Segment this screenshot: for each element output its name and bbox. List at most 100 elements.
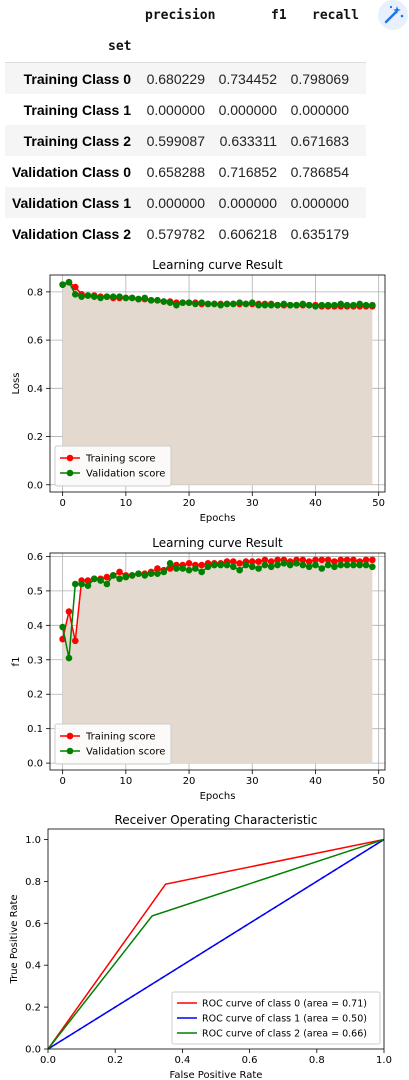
y-axis-label: Loss — [11, 373, 22, 395]
data-point-validation — [230, 563, 237, 571]
data-point-validation — [305, 301, 313, 309]
x-tick-label: 10 — [119, 776, 132, 787]
col-header-precision: precision — [145, 8, 216, 23]
x-tick-label: 0.6 — [242, 1055, 258, 1066]
cell-recall: 0.671683 — [290, 132, 349, 149]
data-point-training — [84, 577, 92, 584]
data-point-validation — [350, 301, 357, 309]
cell-precision: 0.579782 — [146, 225, 205, 242]
data-point-validation — [362, 301, 370, 309]
data-point-validation — [141, 572, 149, 579]
data-point-validation — [173, 301, 180, 309]
data-point-validation — [71, 290, 79, 298]
data-point-validation — [166, 560, 174, 567]
x-tick-label: 0.8 — [309, 1055, 325, 1066]
data-point-training — [248, 558, 256, 565]
data-point-validation — [192, 565, 199, 572]
y-tick-label: 0.2 — [27, 432, 43, 443]
data-point-validation — [280, 300, 288, 308]
y-tick-label: 0.0 — [27, 759, 43, 770]
x-tick-label: 0 — [59, 776, 65, 787]
data-point-validation — [286, 561, 294, 569]
data-point-validation — [65, 654, 73, 662]
data-point-validation — [217, 301, 224, 309]
y-tick-label: 1.0 — [25, 835, 41, 846]
data-point-training — [103, 573, 111, 581]
x-axis-label: False Positive Rate — [170, 1070, 263, 1080]
data-point-validation — [299, 300, 307, 308]
legend-label: ROC curve of class 0 (area = 0.71) — [202, 999, 367, 1010]
area-fill — [62, 559, 373, 764]
plot-frame — [47, 828, 385, 1050]
data-point-validation — [255, 301, 262, 309]
data-point-training — [274, 556, 281, 564]
data-point-validation — [179, 299, 187, 307]
x-tick-label: 10 — [119, 498, 132, 509]
x-tick-label: 1.0 — [376, 1055, 392, 1066]
data-point-validation — [331, 301, 338, 309]
data-point-training — [350, 556, 357, 564]
data-point-validation — [141, 294, 149, 302]
data-point-validation — [147, 570, 155, 577]
data-point-validation — [261, 301, 269, 309]
cell-recall: 0.635179 — [290, 225, 349, 242]
data-point-validation — [343, 301, 351, 309]
data-point-validation — [192, 300, 199, 308]
cell-recall: 0.000000 — [290, 101, 349, 118]
legend-label: Training score — [85, 732, 156, 743]
row-label: Validation Class 1 — [11, 194, 131, 211]
legend-label: ROC curve of class 2 (area = 0.66) — [202, 1029, 367, 1040]
table-body: Training Class 0 0.680229 0.734452 0.798069… — [5, 63, 366, 249]
data-point-training — [71, 637, 79, 645]
chart-title: Receiver Operating Characteristic — [114, 813, 317, 827]
data-point-validation — [236, 299, 243, 307]
data-point-validation — [223, 561, 231, 569]
plot-frame — [49, 552, 386, 771]
data-point-training — [65, 608, 73, 615]
table-row: Validation Class 0 0.658288 0.716852 0.7868… — [5, 156, 366, 187]
legend-swatch-marker — [66, 469, 74, 477]
y-tick-label: 0.8 — [27, 287, 43, 298]
cell-precision: 0.000000 — [146, 101, 205, 118]
row-label: Training Class 2 — [23, 132, 131, 149]
magic-wand-button[interactable] — [378, 0, 408, 30]
y-axis-label: f1 — [11, 657, 22, 667]
data-point-training — [166, 565, 174, 572]
legend-box — [54, 445, 172, 487]
data-point-training — [312, 556, 319, 564]
data-point-training — [154, 565, 161, 572]
data-point-training — [362, 556, 370, 564]
data-point-validation — [248, 563, 256, 571]
y-tick-label: 0.4 — [27, 621, 43, 632]
data-point-validation — [160, 298, 168, 305]
data-point-validation — [78, 293, 85, 300]
data-point-validation — [350, 561, 357, 569]
magic-wand-icon — [384, 5, 404, 24]
data-point-validation — [179, 565, 187, 572]
y-tick-label: 0.8 — [25, 877, 41, 888]
data-point-training — [185, 560, 193, 567]
y-tick-label: 0.4 — [27, 384, 43, 395]
data-point-training — [331, 558, 338, 565]
legend-swatch-marker — [66, 747, 74, 755]
data-point-validation — [230, 300, 237, 308]
cell-f1: 0.716852 — [218, 163, 277, 180]
data-point-validation — [185, 566, 193, 574]
data-point-validation — [204, 563, 212, 571]
data-point-validation — [166, 299, 174, 307]
cell-precision: 0.658288 — [146, 163, 205, 180]
roc-curve-class-0 — [47, 838, 385, 1050]
data-point-validation — [116, 293, 123, 300]
plot-frame — [49, 274, 386, 493]
data-point-validation — [109, 293, 117, 300]
data-point-training — [261, 556, 269, 564]
roc-curve-class-2 — [47, 838, 385, 1050]
data-point-validation — [331, 563, 338, 571]
data-point-validation — [293, 560, 300, 567]
x-tick-label: 20 — [183, 776, 196, 787]
y-tick-label: 0.0 — [25, 1045, 41, 1056]
data-point-validation — [135, 295, 142, 303]
f1-learning-curve-chart: Learning curve Result 0 10 20 30 40 50 0.0 0.1 0.… — [11, 536, 386, 802]
data-point-validation — [65, 278, 73, 286]
col-header-f1: f1 — [271, 8, 287, 23]
